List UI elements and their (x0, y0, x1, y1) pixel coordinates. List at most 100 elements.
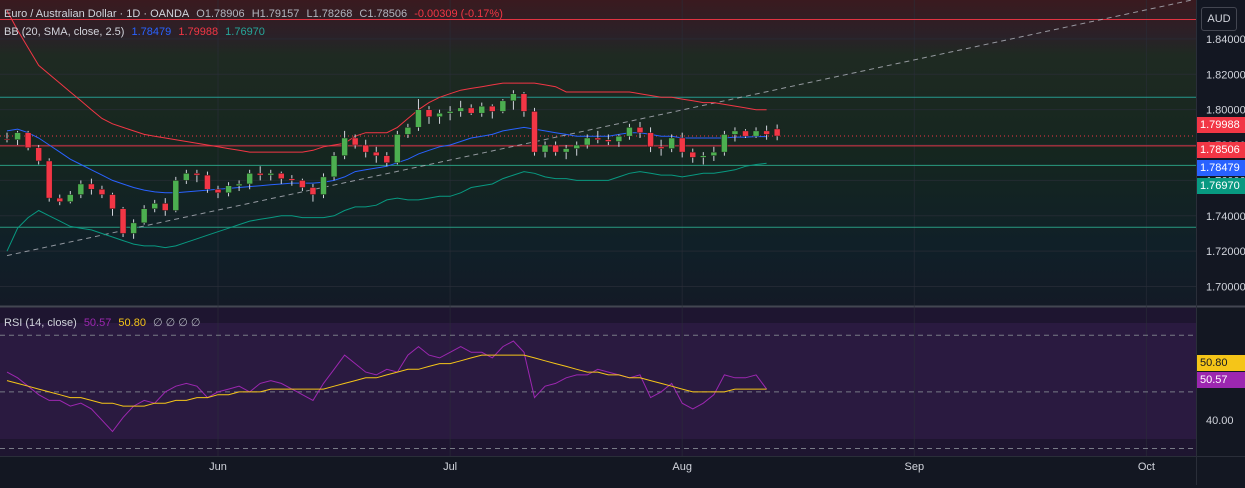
rsi-lines (6, 340, 768, 433)
bb-legend[interactable]: BB (20, SMA, close, 2.5) 1.78479 1.79988… (4, 26, 269, 38)
candle (657, 139, 665, 156)
candle (605, 134, 612, 146)
candle (3, 132, 11, 143)
candle-body (594, 137, 602, 140)
candle (246, 169, 253, 190)
candle (689, 148, 696, 163)
candle (752, 127, 760, 138)
candles (3, 90, 781, 239)
candle (668, 134, 675, 153)
trend-line (6, 0, 1195, 257)
candle (531, 107, 538, 156)
candle (320, 173, 327, 199)
candle (341, 130, 348, 160)
candle-body (204, 174, 211, 190)
candle-body (615, 135, 623, 142)
candle-body (562, 148, 570, 153)
candle (330, 152, 338, 181)
candle-body (394, 134, 401, 163)
close-price-label: 1.78506 (1197, 142, 1245, 158)
candle (193, 169, 201, 183)
candle-body (299, 180, 306, 188)
candle (425, 106, 433, 124)
candle (119, 206, 127, 238)
candle (288, 175, 296, 186)
rsi-title[interactable]: RSI (14, close) (4, 317, 77, 329)
candle-body (56, 197, 63, 202)
time-axis-label-sep: Sep (905, 461, 925, 473)
candle (183, 169, 190, 184)
candle-body (510, 93, 517, 102)
candle (235, 180, 243, 192)
candle (594, 130, 602, 144)
candle-body (584, 137, 591, 146)
candle-body (162, 203, 169, 211)
candle-body (773, 128, 781, 137)
candle-body (3, 138, 11, 141)
candle-body (225, 185, 232, 194)
candle-body (362, 144, 369, 153)
candle (573, 141, 580, 156)
candle-body (24, 132, 32, 148)
candle (140, 205, 148, 225)
symbol-legend[interactable]: Euro / Australian Dollar · 1D · OANDA O1… (4, 8, 507, 20)
candle-body (478, 105, 485, 114)
candle-body (45, 160, 53, 199)
candle (552, 141, 559, 156)
candle (56, 194, 63, 206)
candle (710, 146, 718, 161)
horizontal-levels (0, 18, 1196, 228)
rsi-legend[interactable]: RSI (14, close) 50.57 50.80 ∅ ∅ ∅ ∅ (4, 316, 205, 329)
bb-upper-price-label: 1.79988 (1197, 117, 1245, 133)
candle (721, 130, 728, 156)
grid (0, 0, 1196, 456)
change-value: -0.00309 (-0.17%) (414, 8, 503, 20)
candle (615, 134, 623, 147)
currency-button[interactable]: AUD (1201, 7, 1237, 31)
candle-body (404, 127, 412, 135)
candle-body (309, 187, 317, 195)
candle-body (288, 178, 296, 181)
candle (467, 104, 475, 115)
price-tick-label: 1.82000 (1206, 69, 1245, 81)
candle (278, 171, 285, 184)
candle-body (256, 173, 264, 176)
candle-body (383, 155, 391, 163)
candle-body (341, 137, 348, 156)
candle (510, 90, 517, 110)
candle-body (731, 130, 739, 135)
candle (172, 176, 180, 213)
candle (130, 219, 137, 239)
candle (436, 109, 443, 124)
time-axis-label-jul: Jul (443, 461, 457, 473)
candle (14, 130, 21, 146)
candle (731, 127, 739, 142)
candle-body (489, 105, 496, 112)
symbol-title[interactable]: Euro / Australian Dollar · 1D · OANDA (4, 8, 190, 20)
candle-body (235, 183, 243, 186)
rsi-ma-value: 50.80 (118, 317, 146, 329)
candle-body (689, 151, 696, 158)
candle-body (214, 189, 222, 194)
candle (478, 102, 485, 117)
candle-body (678, 137, 686, 153)
price-tick-label: 1.74000 (1206, 211, 1245, 223)
candle (267, 169, 274, 181)
candle (309, 183, 317, 202)
candle-body (67, 194, 74, 202)
candle-body (351, 137, 359, 146)
bb-title[interactable]: BB (20, SMA, close, 2.5) (4, 26, 125, 38)
candle-body (657, 146, 665, 149)
candle-body (267, 173, 274, 176)
candle-body (119, 208, 127, 234)
candle-body (246, 173, 253, 185)
candle (225, 182, 232, 197)
dashed-trend-line (6, 0, 1195, 257)
candle (299, 178, 306, 192)
candle-body (446, 111, 454, 114)
candle (88, 178, 95, 195)
candle (636, 122, 644, 138)
price-tick-label: 1.70000 (1206, 282, 1245, 294)
